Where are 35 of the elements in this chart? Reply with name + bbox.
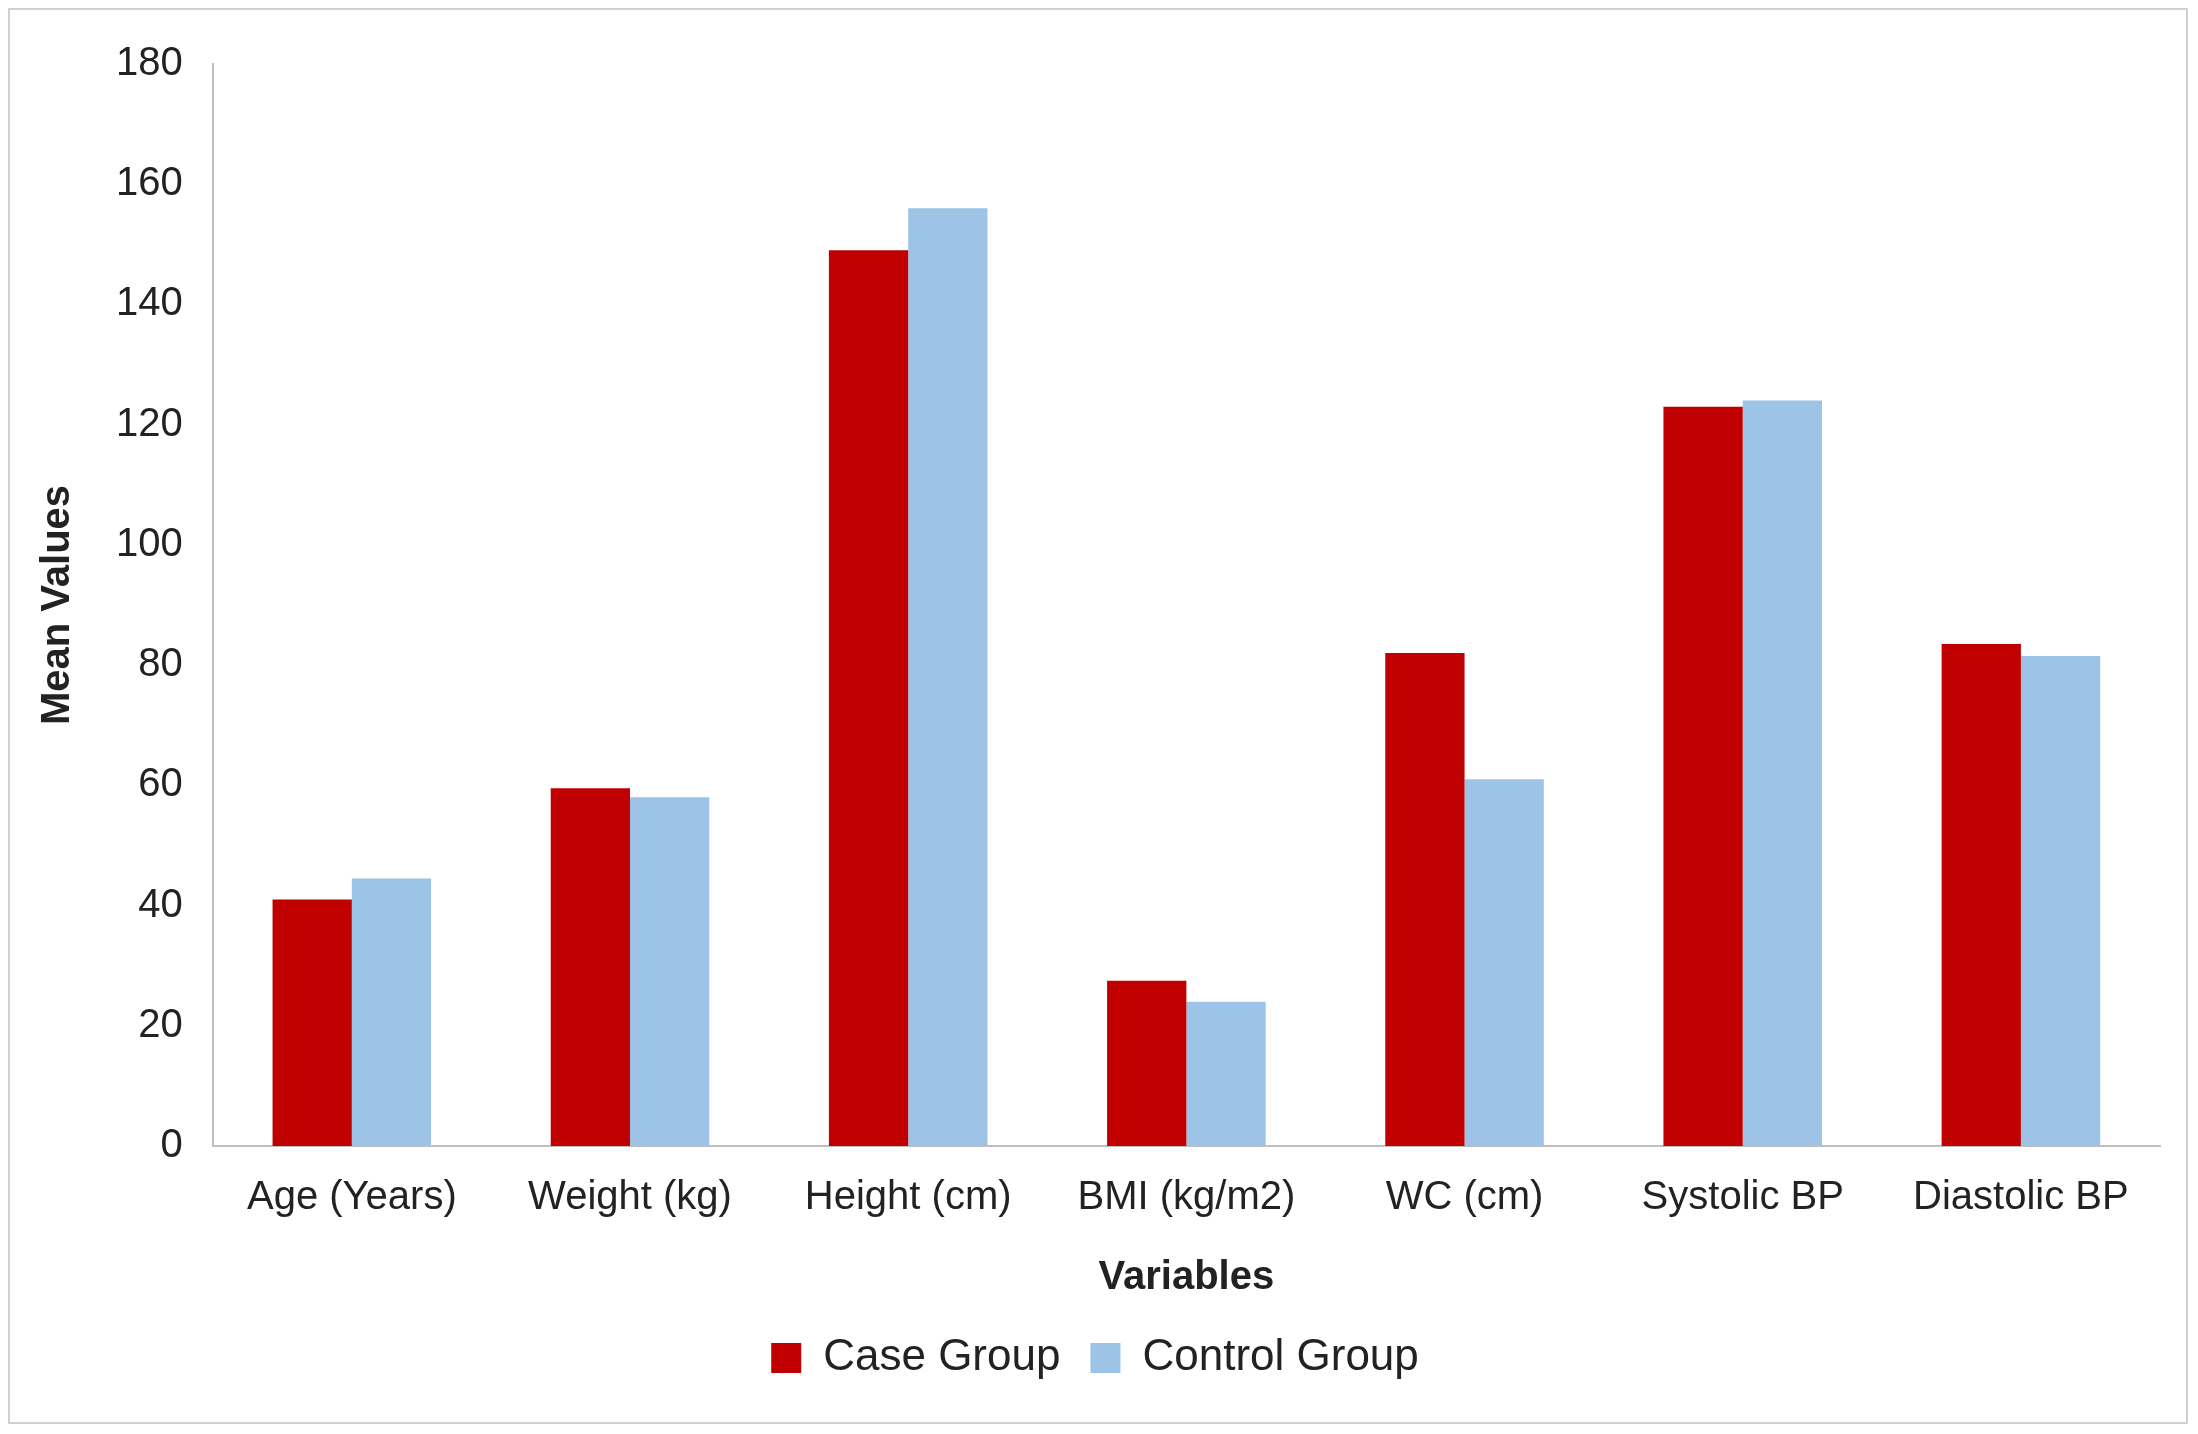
legend-label: Case Group: [823, 1330, 1061, 1380]
y-tick-label: 20: [138, 1000, 183, 1045]
x-axis-title: Variables: [1098, 1253, 1275, 1298]
bar: [550, 788, 631, 1146]
legend-label: Control Group: [1142, 1330, 1419, 1380]
x-tick-label: Diastolic BP: [1913, 1173, 2129, 1218]
bar: [828, 250, 909, 1146]
bar: [630, 797, 710, 1146]
bar: [1941, 644, 2021, 1146]
x-tick-label: WC (cm): [1385, 1173, 1544, 1218]
y-tick-label: 180: [115, 39, 183, 84]
y-tick-label: 120: [115, 399, 183, 444]
x-tick-label: Age (Years): [246, 1173, 457, 1218]
bar: [1107, 980, 1187, 1146]
x-tick-label: Systolic BP: [1641, 1173, 1844, 1218]
y-tick-label: 140: [115, 279, 183, 324]
bar: [1385, 653, 1465, 1146]
bar: [1186, 1001, 1266, 1146]
y-tick-label: 80: [138, 640, 183, 685]
x-tick-label: Height (cm): [804, 1173, 1012, 1218]
bar: [1464, 779, 1544, 1146]
bar: [1663, 406, 1743, 1146]
y-tick-label: 60: [138, 760, 183, 805]
y-axis-title: Mean Values: [33, 484, 78, 726]
x-tick-label: BMI (kg/m2): [1077, 1173, 1296, 1218]
bar: [351, 878, 432, 1146]
bar: [2020, 656, 2101, 1146]
y-tick-label: 40: [138, 880, 183, 925]
bar: [908, 208, 988, 1146]
bar: [1742, 400, 1823, 1146]
x-tick-label: Weight (kg): [528, 1173, 732, 1218]
bar: [272, 899, 352, 1146]
y-tick-label: 160: [115, 159, 183, 204]
y-tick-label: 100: [115, 519, 183, 564]
y-tick-label: 0: [160, 1121, 183, 1166]
